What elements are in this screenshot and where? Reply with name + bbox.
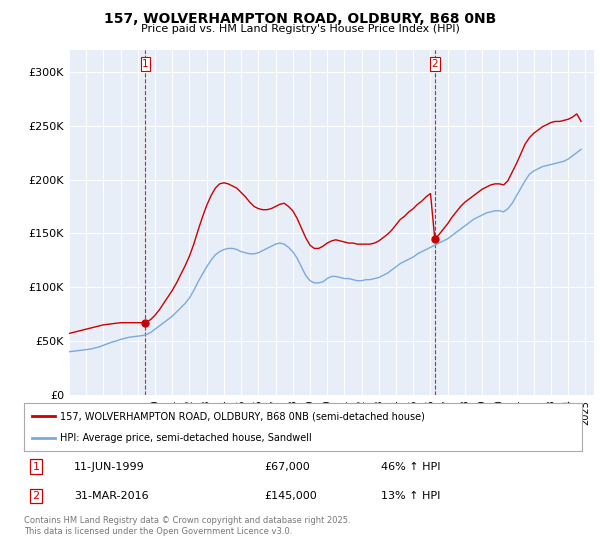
Text: £67,000: £67,000 — [264, 461, 310, 472]
Text: 13% ↑ HPI: 13% ↑ HPI — [381, 491, 440, 501]
Text: 157, WOLVERHAMPTON ROAD, OLDBURY, B68 0NB (semi-detached house): 157, WOLVERHAMPTON ROAD, OLDBURY, B68 0N… — [60, 411, 425, 421]
Text: 11-JUN-1999: 11-JUN-1999 — [74, 461, 145, 472]
Text: 31-MAR-2016: 31-MAR-2016 — [74, 491, 149, 501]
Text: 46% ↑ HPI: 46% ↑ HPI — [381, 461, 440, 472]
Text: Price paid vs. HM Land Registry's House Price Index (HPI): Price paid vs. HM Land Registry's House … — [140, 24, 460, 34]
Text: 1: 1 — [32, 461, 40, 472]
Text: 2: 2 — [32, 491, 40, 501]
Text: HPI: Average price, semi-detached house, Sandwell: HPI: Average price, semi-detached house,… — [60, 433, 312, 443]
Text: 2: 2 — [431, 59, 438, 69]
Text: £145,000: £145,000 — [264, 491, 317, 501]
Text: Contains HM Land Registry data © Crown copyright and database right 2025.
This d: Contains HM Land Registry data © Crown c… — [24, 516, 350, 536]
Text: 157, WOLVERHAMPTON ROAD, OLDBURY, B68 0NB: 157, WOLVERHAMPTON ROAD, OLDBURY, B68 0N… — [104, 12, 496, 26]
Text: 1: 1 — [142, 59, 149, 69]
